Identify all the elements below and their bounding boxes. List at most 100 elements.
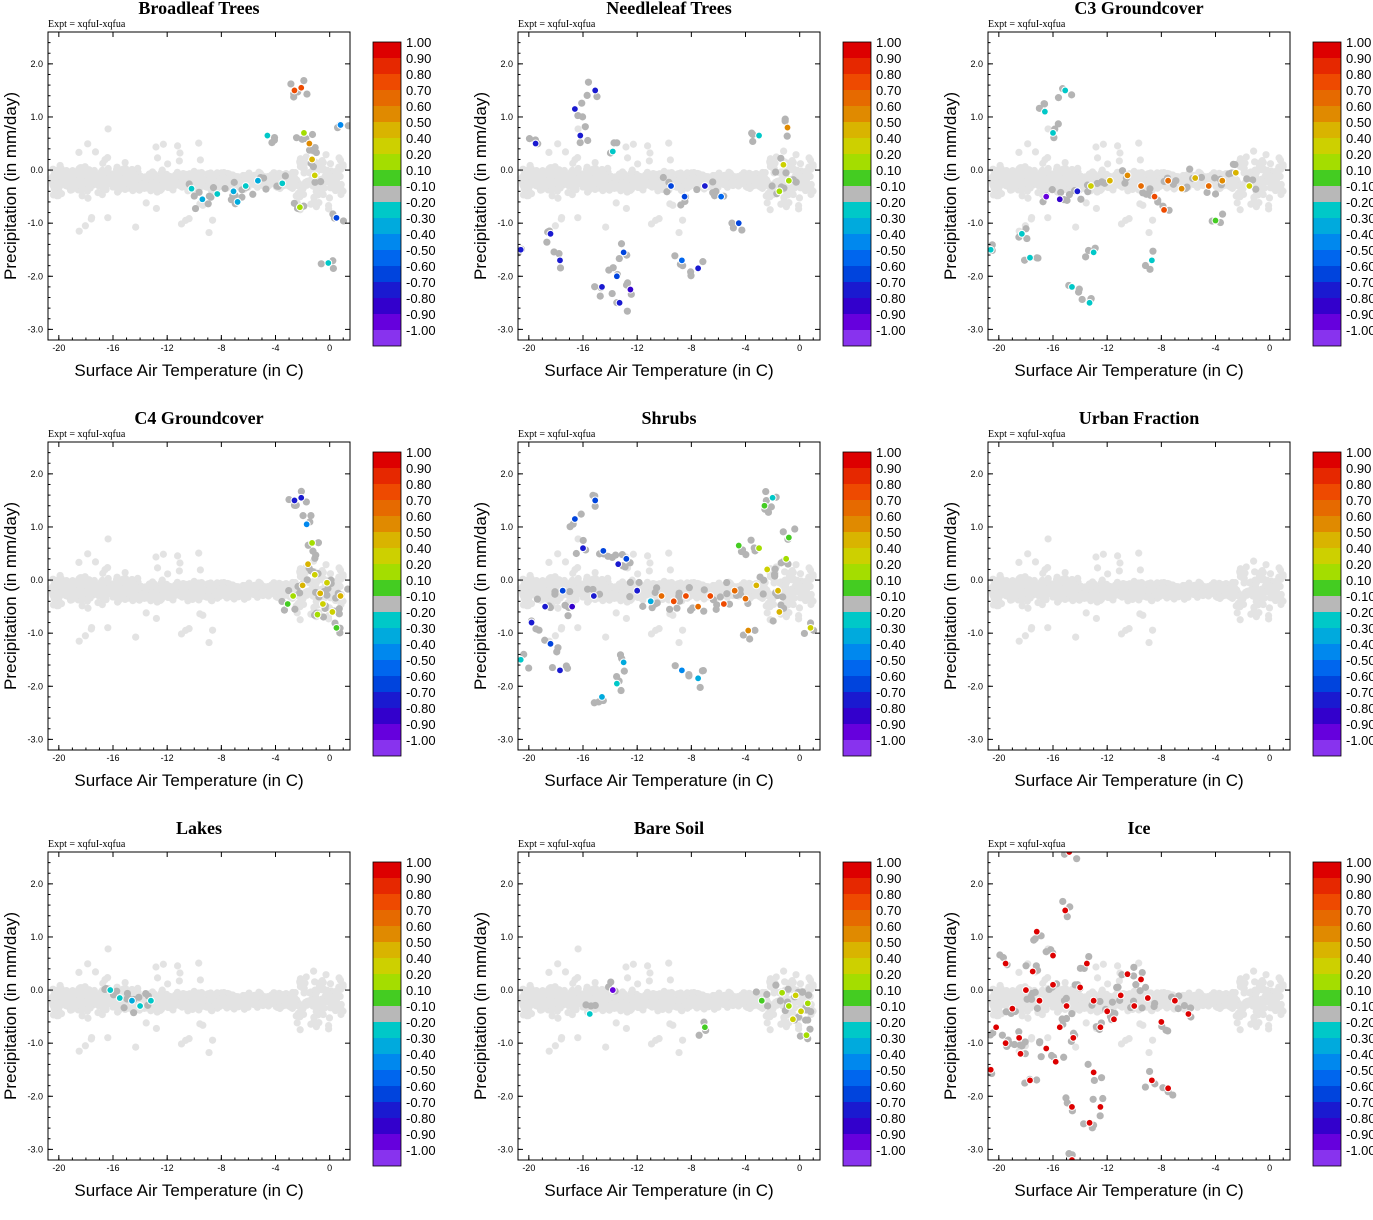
data-point <box>278 179 287 188</box>
background-point <box>162 179 170 187</box>
background-point <box>129 581 137 589</box>
colorbar-label: 0.60 <box>876 99 901 114</box>
neutral-point <box>693 185 701 194</box>
background-point <box>547 169 555 177</box>
background-point <box>649 169 657 178</box>
colorbar-swatch <box>843 58 871 74</box>
colorbar-swatch <box>373 580 401 596</box>
background-point <box>209 586 217 594</box>
x-tick-label: -12 <box>161 343 174 353</box>
colorbar-swatch <box>1313 330 1341 346</box>
colorbar-label: -0.70 <box>406 685 436 700</box>
colorbar-swatch <box>1313 42 1341 58</box>
colorbar-swatch <box>843 218 871 234</box>
background-point <box>307 200 315 208</box>
background-point <box>208 626 217 634</box>
neutral-point <box>287 80 295 88</box>
colorbar-label: 0.40 <box>876 131 901 146</box>
background-point <box>158 166 166 174</box>
background-point <box>152 204 161 213</box>
data-point <box>1204 182 1213 190</box>
background-point <box>800 173 808 181</box>
background-point <box>122 173 130 181</box>
neutral-point <box>1186 165 1194 173</box>
neutral-point <box>581 123 589 131</box>
neutral-point <box>290 93 298 101</box>
background-point <box>63 167 71 175</box>
background-point <box>573 154 582 162</box>
colorbar-label: 0.50 <box>876 115 901 130</box>
colorbar: 1.000.900.800.700.600.500.400.200.10-0.1… <box>1312 35 1373 347</box>
neutral-point <box>1078 295 1086 304</box>
background-point <box>196 566 204 574</box>
data-point <box>615 298 624 307</box>
chart-title: Needleleaf Trees <box>606 0 731 18</box>
colorbar-label: -0.60 <box>406 669 436 684</box>
background-point <box>554 140 562 148</box>
background-point <box>622 143 630 151</box>
background-point <box>558 213 566 222</box>
neutral-point <box>285 586 293 595</box>
x-tick-label: -8 <box>1157 343 1165 353</box>
background-point <box>81 163 89 171</box>
neutral-point <box>659 173 667 182</box>
colorbar-label: -0.60 <box>1346 259 1373 274</box>
colorbar-swatch <box>1313 122 1341 138</box>
background-point <box>796 570 805 578</box>
background-point <box>809 187 817 195</box>
background-point <box>807 575 815 583</box>
background-point <box>758 184 767 192</box>
x-axis-label: Surface Air Temperature (in C) <box>1014 361 1243 380</box>
colorbar-label: -0.10 <box>1346 179 1373 194</box>
background-point <box>337 575 345 583</box>
colorbar-swatch <box>843 314 871 330</box>
y-tick-label: 0.0 <box>30 575 43 585</box>
background-point <box>1274 181 1282 189</box>
neutral-point <box>280 606 289 614</box>
background-point <box>51 585 59 593</box>
colorbar-swatch <box>843 330 871 346</box>
neutral-point <box>297 487 305 495</box>
background-point <box>618 168 627 176</box>
colorbar-label: 0.20 <box>406 557 431 572</box>
background-point <box>186 580 194 588</box>
colorbar-label: -0.40 <box>406 637 436 652</box>
background-point <box>194 170 202 178</box>
data-point <box>319 600 327 608</box>
neutral-point <box>309 163 317 171</box>
background-point <box>318 157 326 165</box>
background-point <box>184 597 192 605</box>
colorbar-label: 1.00 <box>876 35 901 50</box>
background-point <box>205 228 213 237</box>
background-point <box>1024 194 1032 202</box>
background-point <box>521 175 529 183</box>
background-point <box>1069 180 1077 188</box>
neutral-point <box>1082 253 1090 261</box>
background-point <box>1028 179 1037 187</box>
data-point <box>308 538 316 547</box>
background-point <box>789 190 797 199</box>
background-point <box>288 184 297 192</box>
data-point <box>298 581 307 590</box>
x-tick-label: 0 <box>327 343 332 353</box>
colorbar-swatch <box>373 628 401 644</box>
colorbar-swatch <box>1313 154 1341 170</box>
background-point <box>1082 199 1090 207</box>
background-point <box>1061 158 1069 167</box>
background-point <box>175 157 183 165</box>
data-point <box>755 131 763 140</box>
data-point <box>316 589 325 598</box>
background-point <box>171 174 179 182</box>
background-point <box>695 580 703 588</box>
background-point <box>264 582 272 591</box>
background-point <box>996 161 1004 170</box>
background-point <box>1041 181 1049 189</box>
colorbar-label: -0.50 <box>876 243 906 258</box>
neutral-point <box>593 93 601 101</box>
background-point <box>129 171 137 179</box>
background-point <box>599 171 607 179</box>
data-point <box>612 272 621 281</box>
background-point <box>49 601 58 609</box>
